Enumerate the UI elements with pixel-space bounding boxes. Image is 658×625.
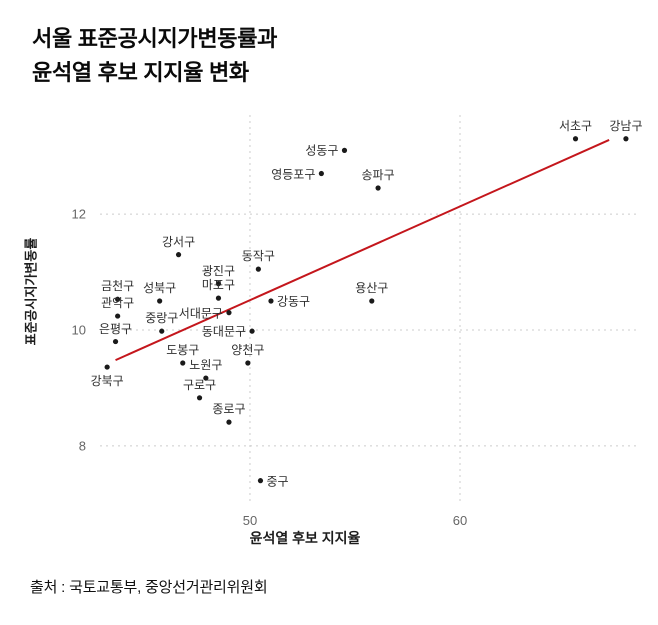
data-point (341, 147, 348, 153)
point-label: 강남구 (609, 118, 643, 133)
data-point (245, 360, 251, 366)
point-label: 은평구 (98, 321, 133, 336)
point-label: 성동구 (305, 143, 339, 158)
point-label: 강서구 (161, 234, 196, 249)
chart-title: 서울 표준공시지가변동률과 윤석열 후보 지지율 변화 (32, 22, 277, 90)
point-label: 성북구 (143, 281, 177, 296)
data-point (196, 395, 203, 401)
point-label: 송파구 (361, 168, 395, 183)
data-point (623, 136, 629, 142)
source-text: 출처 : 국토교통부, 중앙선거관리위원회 (30, 579, 268, 596)
data-point (318, 170, 324, 177)
point-label: 서대문구 (178, 306, 223, 321)
data-point (157, 298, 163, 304)
point-label: 강동구 (276, 294, 311, 309)
x-axis-label: 윤석열 후보 지지율 (249, 530, 361, 546)
data-point (215, 295, 222, 301)
point-label: 중랑구 (145, 311, 179, 326)
data-point (255, 266, 261, 272)
data-point (375, 185, 381, 191)
x-tick-label: 60 (452, 513, 468, 528)
data-point (226, 310, 232, 316)
data-point (159, 328, 165, 334)
data-point (180, 360, 186, 366)
point-label: 용산구 (355, 281, 389, 296)
data-point (257, 478, 264, 484)
data-point (115, 313, 121, 319)
point-label: 동작구 (241, 249, 275, 264)
point-label: 금천구 (101, 279, 135, 294)
data-point (175, 252, 182, 258)
plot-canvas (100, 115, 640, 505)
y-tick-label: 10 (71, 322, 86, 338)
y-tick-label: 12 (71, 206, 86, 222)
point-label: 관악구 (101, 296, 135, 311)
data-point (203, 375, 209, 381)
data-point (268, 298, 274, 304)
point-label: 강북구 (90, 374, 124, 389)
data-point (226, 419, 232, 425)
y-axis-label: 표준공시지가변동률 (23, 237, 39, 346)
data-point (112, 338, 119, 345)
point-label: 영등포구 (271, 167, 316, 182)
point-label: 동대문구 (201, 324, 247, 339)
point-label: 마포구 (201, 278, 236, 293)
y-tick-label: 8 (78, 438, 86, 454)
chart-title-line1: 서울 표준공시지가변동률과 (32, 26, 278, 51)
data-point (215, 281, 222, 287)
data-point (104, 364, 110, 370)
point-label: 광진구 (201, 263, 236, 278)
point-label: 종로구 (212, 402, 246, 417)
data-point (369, 298, 375, 304)
point-label: 노원구 (189, 358, 223, 373)
point-label: 양천구 (231, 343, 265, 358)
data-point (249, 328, 255, 334)
data-point (572, 136, 579, 142)
x-tick-label: 50 (242, 513, 258, 528)
point-label: 중구 (266, 474, 289, 489)
point-label: 도봉구 (166, 343, 200, 358)
chart-title-line2: 윤석열 후보 지지율 변화 (32, 60, 249, 85)
trend-line (115, 139, 610, 362)
point-label: 서초구 (558, 118, 593, 133)
point-label: 구로구 (182, 377, 217, 392)
data-point (115, 296, 121, 302)
